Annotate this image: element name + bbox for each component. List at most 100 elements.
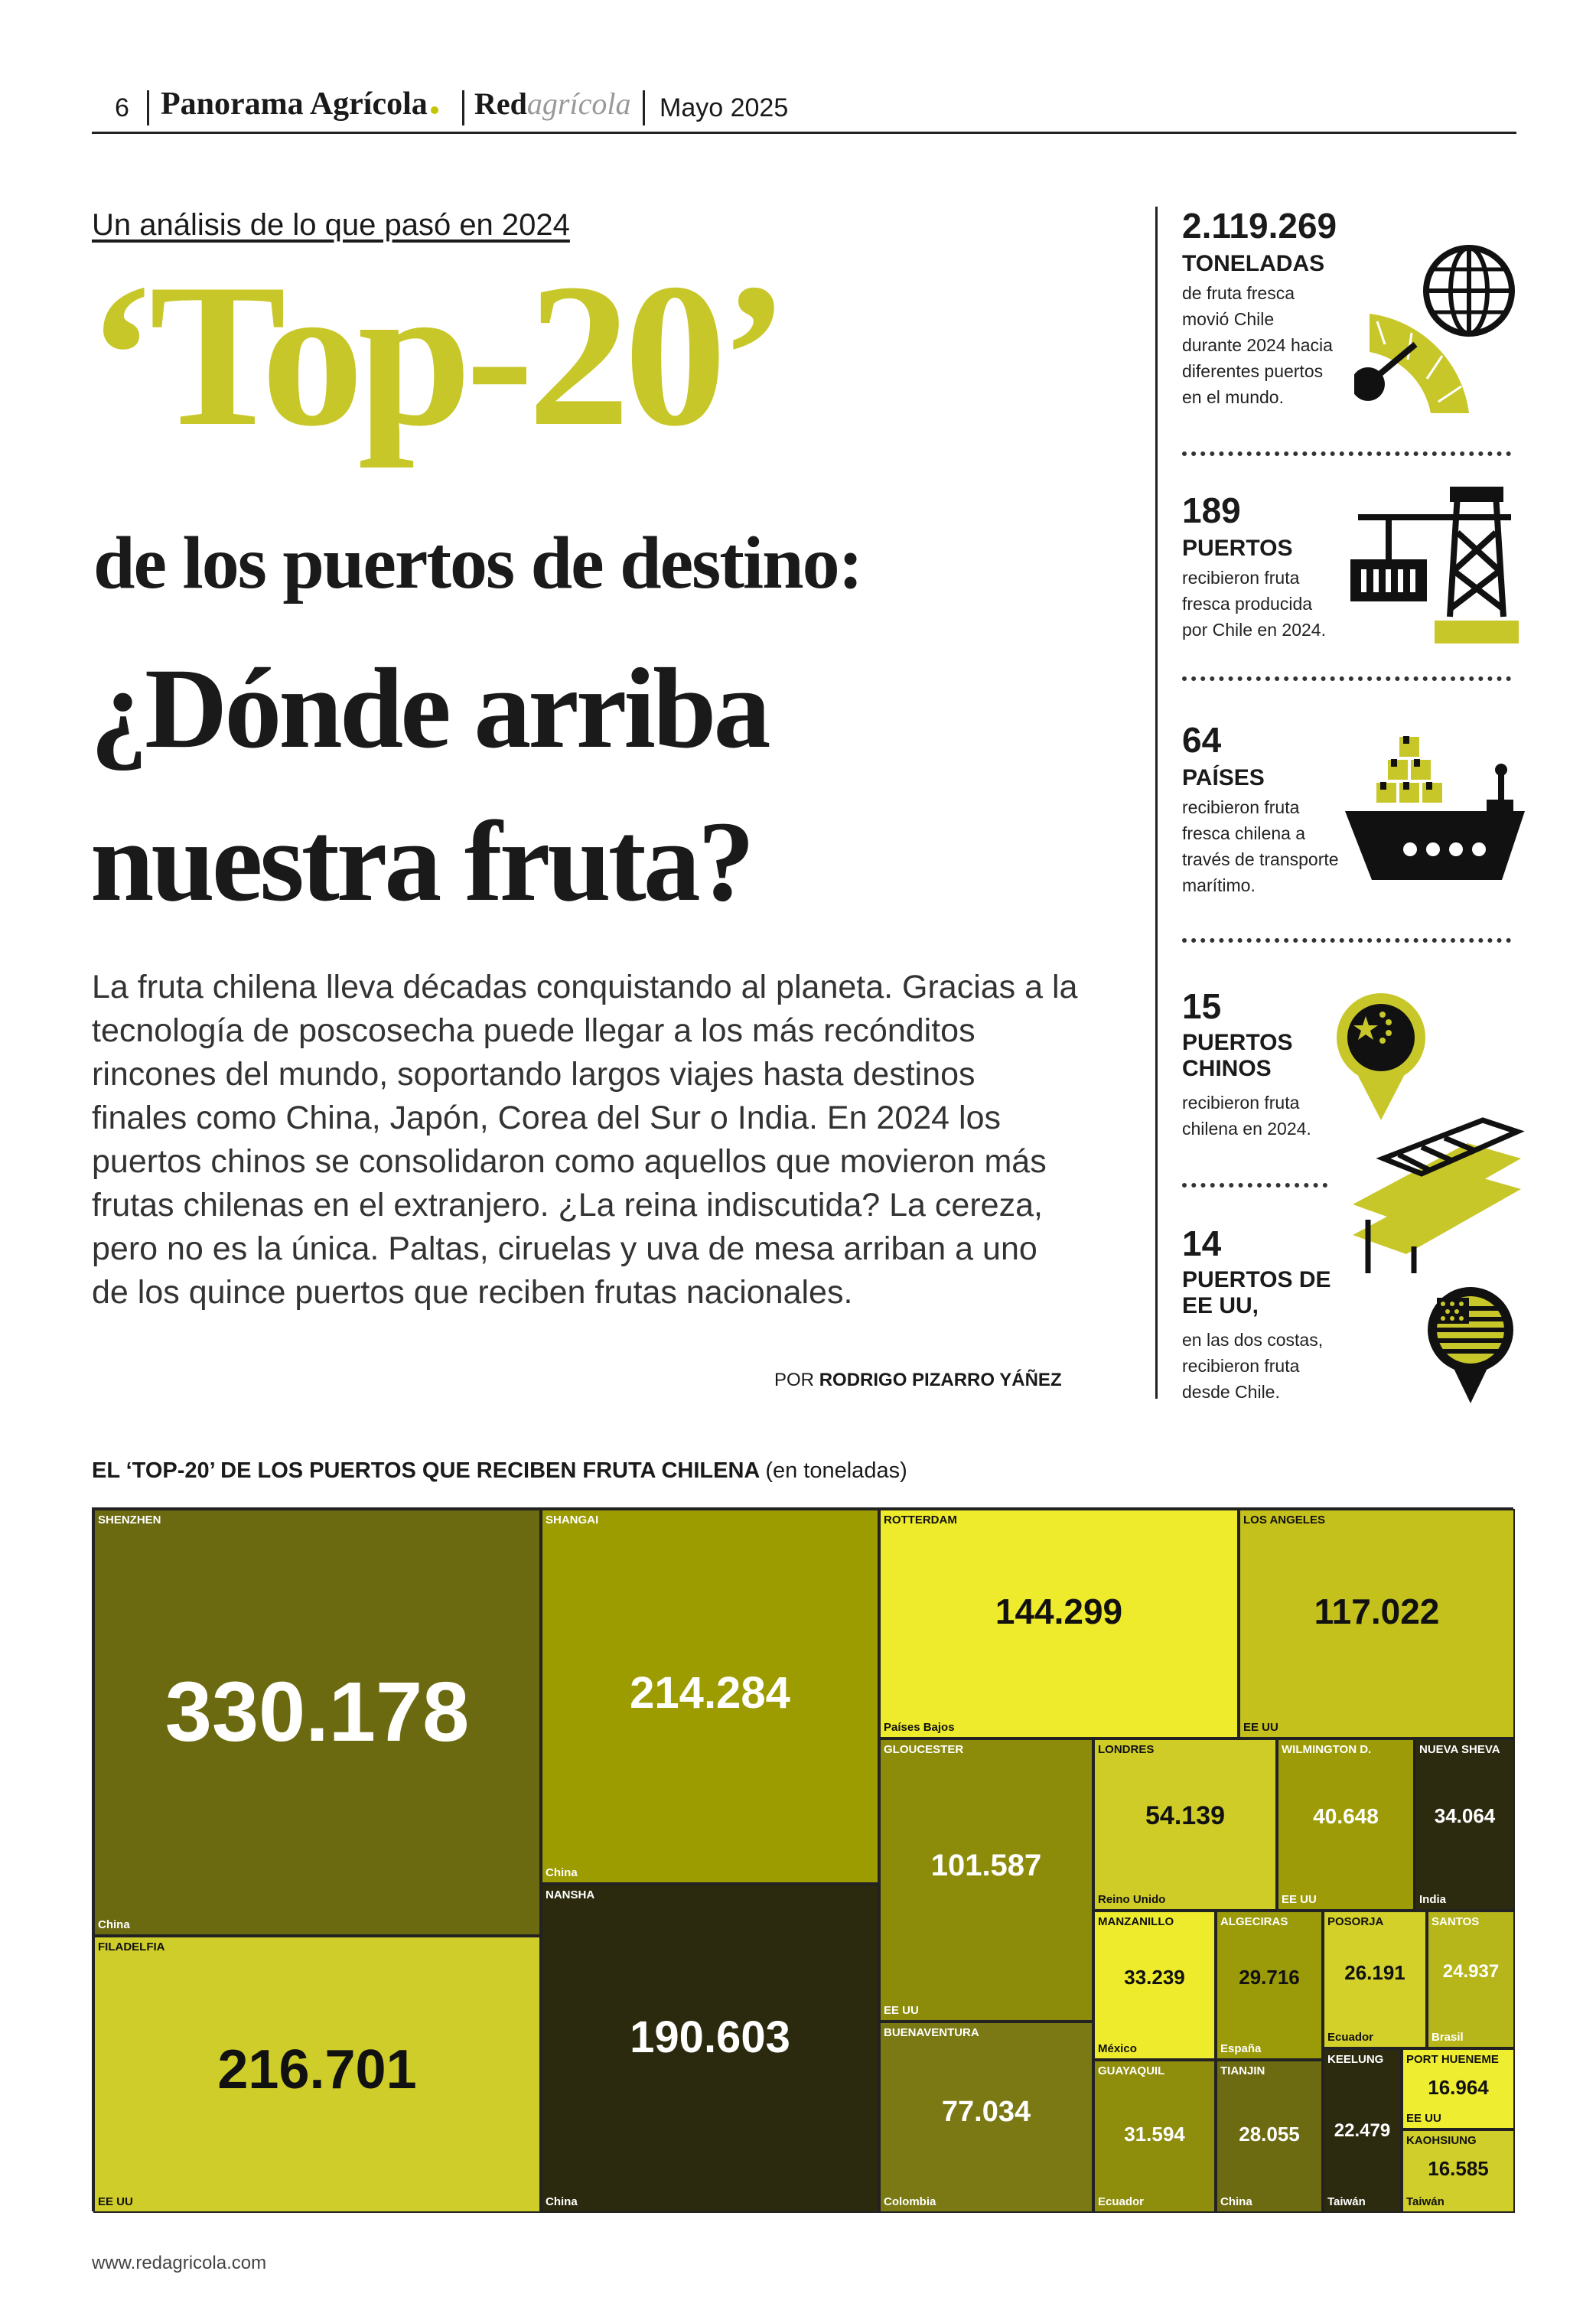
stat-tons-number: 2.119.269 — [1182, 206, 1337, 246]
cell-port-name: SANTOS — [1432, 1915, 1480, 1928]
stat-separator — [1182, 451, 1511, 456]
headline-question-line1: ¿Dónde arriba — [90, 645, 770, 772]
cell-value: 214.284 — [630, 1668, 790, 1718]
cell-value: 330.178 — [164, 1665, 470, 1759]
footer-url: www.redagricola.com — [92, 2253, 267, 2273]
brand-agricola: agrícola — [526, 86, 631, 121]
cell-value: 24.937 — [1442, 1961, 1500, 1982]
stat-china-number: 15 — [1182, 986, 1222, 1026]
treemap-cell-tianjin: TIANJIN 28.055 China — [1216, 2060, 1323, 2213]
chart-title-main: EL ‘TOP-20’ DE LOS PUERTOS QUE RECIBEN F… — [92, 1458, 760, 1483]
brand-red: Red — [474, 86, 527, 121]
cell-value: 77.034 — [941, 2096, 1031, 2128]
cell-value: 216.701 — [217, 2039, 417, 2100]
kicker: Un análisis de lo que pasó en 2024 — [92, 208, 570, 242]
treemap-cell-kaohsiung: KAOHSIUNG 16.585 Taiwán — [1402, 2129, 1515, 2213]
cell-port-name: ROTTERDAM — [884, 1514, 957, 1527]
cell-port-name: POSORJA — [1327, 1915, 1384, 1928]
lede-paragraph: La fruta chilena lleva décadas conquista… — [92, 969, 1078, 1311]
stat-desc-line: movió Chile — [1182, 309, 1275, 329]
usa-location-pin-icon — [1428, 1287, 1513, 1403]
cell-value: 190.603 — [630, 2012, 790, 2062]
cell-country: Colombia — [884, 2195, 936, 2208]
cell-value: 144.299 — [995, 1592, 1123, 1631]
stat-desc-line: en las dos costas, — [1182, 1330, 1324, 1350]
treemap-cell-shangai: SHANGAI 214.284 China — [541, 1509, 879, 1884]
treemap-cell-nansha: NANSHA 190.603 China — [541, 1884, 879, 2213]
stat-desc-line: chilena en 2024. — [1182, 1119, 1311, 1139]
stat-ports-number: 189 — [1182, 490, 1241, 530]
cell-value: 28.055 — [1239, 2123, 1300, 2146]
headline-question-line2: nuestra fruta? — [90, 798, 755, 925]
cell-port-name: KEELUNG — [1327, 2053, 1384, 2066]
header-divider — [643, 90, 645, 125]
cell-port-name: NANSHA — [546, 1888, 595, 1901]
stat-desc-line: durante 2024 hacia — [1182, 335, 1333, 355]
treemap-cell-wilmington: WILMINGTON D. 40.648 EE UU — [1277, 1738, 1415, 1911]
header-divider — [462, 90, 464, 125]
stat-desc-line: diferentes puertos — [1182, 361, 1324, 381]
cell-value: 101.587 — [930, 1849, 1042, 1882]
china-location-pin-icon — [1337, 993, 1425, 1120]
stat-desc-line: por Chile en 2024. — [1182, 620, 1326, 640]
cell-country: España — [1220, 2042, 1262, 2055]
byline: POR RODRIGO PIZARRO YÁÑEZ — [774, 1370, 1062, 1391]
cell-port-name: SHENZHEN — [98, 1514, 161, 1527]
cell-country: EE UU — [884, 2004, 919, 2017]
treemap-cell-santos: SANTOS 24.937 Brasil — [1427, 1911, 1515, 2048]
cell-port-name: GUAYAQUIL — [1098, 2064, 1165, 2077]
treemap-cell-posorja: POSORJA 26.191 Ecuador — [1323, 1911, 1427, 2048]
cell-port-name: ALGECIRAS — [1220, 1915, 1288, 1928]
treemap-cell-buenaventura: BUENAVENTURA 77.034 Colombia — [879, 2022, 1093, 2213]
cell-port-name: GLOUCESTER — [884, 1743, 964, 1756]
headline-top: ‘Top-20’ — [87, 241, 789, 468]
cell-country: México — [1098, 2042, 1137, 2055]
cell-value: 34.064 — [1434, 1804, 1496, 1827]
treemap-cell-filadelfia: FILADELFIA 216.701 EE UU — [93, 1936, 541, 2213]
cell-port-name: BUENAVENTURA — [884, 2026, 979, 2039]
stat-label-line: PUERTOS DE — [1182, 1267, 1331, 1292]
stat-ports-label: PUERTOS — [1182, 536, 1293, 561]
chart-unit: (en toneladas) — [765, 1458, 907, 1483]
cell-country: Taiwán — [1406, 2195, 1445, 2208]
stat-china-label: PUERTOS CHINOS — [1182, 1030, 1292, 1082]
stat-label-line: EE UU, — [1182, 1293, 1259, 1318]
stat-desc-line: en el mundo. — [1182, 387, 1284, 407]
treemap-chart: SHENZHEN 330.178 China FILADELFIA 216.70… — [92, 1507, 1515, 2213]
cell-country: Taiwán — [1327, 2195, 1366, 2208]
cell-country: China — [1220, 2195, 1252, 2208]
stat-desc-line: recibieron fruta — [1182, 797, 1300, 817]
cell-country: EE UU — [1282, 1893, 1317, 1906]
cell-port-name: TIANJIN — [1220, 2064, 1265, 2077]
stat-desc-line: marítimo. — [1182, 875, 1256, 895]
cell-port-name: WILMINGTON D. — [1282, 1743, 1372, 1756]
stat-desc-line: de fruta fresca — [1182, 283, 1295, 303]
treemap-cell-nueva-sheva: NUEVA SHEVA 34.064 India — [1415, 1738, 1515, 1911]
stat-usa-label: PUERTOS DE EE UU, — [1182, 1267, 1331, 1319]
stat-desc-line: desde Chile. — [1182, 1382, 1280, 1402]
stat-usa-desc: en las dos costas, recibieron fruta desd… — [1182, 1327, 1323, 1405]
headline-subtitle: de los puertos de destino: — [93, 522, 863, 604]
treemap-cell-algeciras: ALGECIRAS 29.716 España — [1216, 1911, 1323, 2060]
yellow-dot-icon — [430, 106, 438, 114]
cell-value: 22.479 — [1334, 2120, 1391, 2141]
stat-countries-number: 64 — [1182, 720, 1222, 760]
cell-country: EE UU — [98, 2195, 133, 2208]
chart-title: EL ‘TOP-20’ DE LOS PUERTOS QUE RECIBEN F… — [92, 1458, 907, 1484]
cargo-ship-icon — [1345, 735, 1525, 880]
stat-separator — [1182, 938, 1511, 943]
stat-desc-line: recibieron fruta — [1182, 1093, 1300, 1113]
page-number: 6 — [115, 93, 129, 122]
cell-port-name: LOS ANGELES — [1243, 1514, 1325, 1527]
globe-gauge-icon — [1354, 245, 1515, 413]
container-stack-icon — [1353, 1117, 1525, 1273]
brand-logo: Redagrícola — [474, 86, 630, 122]
cell-country: India — [1419, 1893, 1447, 1906]
treemap-cell-rotterdam: ROTTERDAM 144.299 Países Bajos — [879, 1509, 1239, 1738]
stat-desc-line: recibieron fruta — [1182, 1356, 1300, 1376]
port-crane-icon — [1350, 487, 1519, 644]
header-divider — [147, 90, 149, 125]
treemap-cell-gloucester: GLOUCESTER 101.587 EE UU — [879, 1738, 1093, 2022]
cell-country: China — [546, 1866, 578, 1879]
stat-desc-line: fresca producida — [1182, 594, 1313, 614]
